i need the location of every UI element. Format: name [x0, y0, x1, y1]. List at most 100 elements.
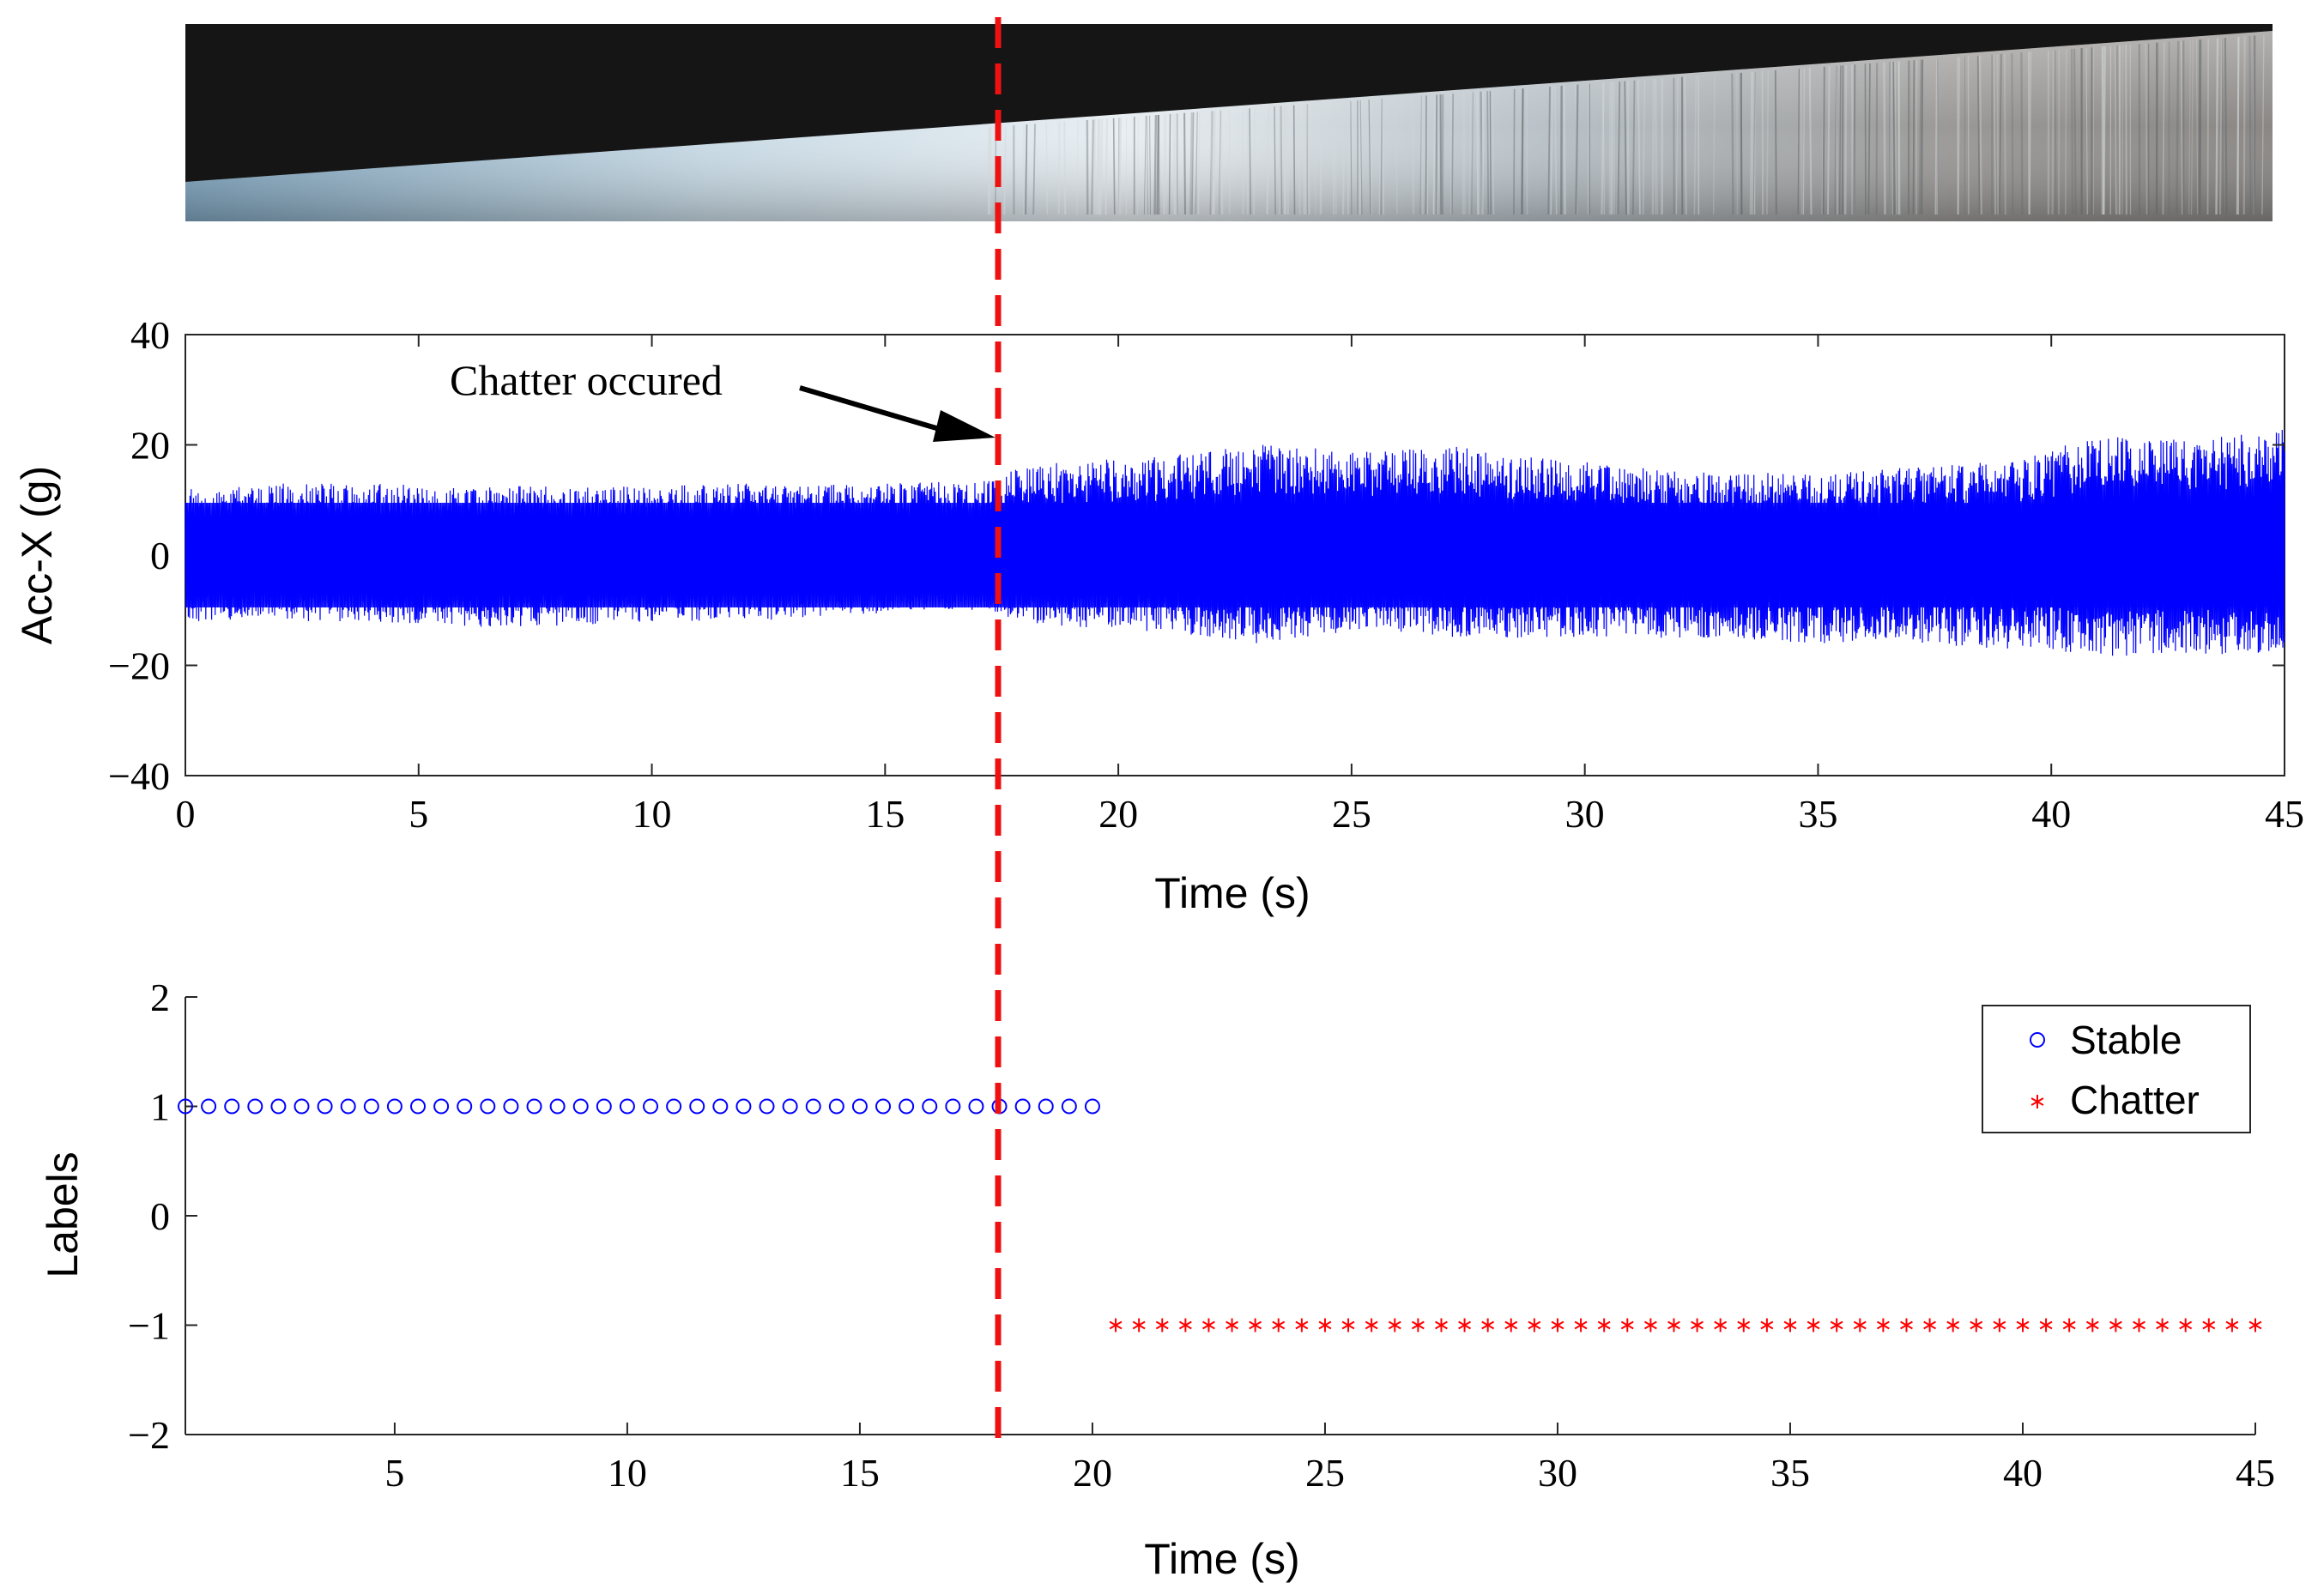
chatter-point: [1504, 1318, 1518, 1332]
chatter-point: [1946, 1318, 1960, 1332]
stable-point: [178, 1098, 193, 1115]
y-tick-label-2: 2: [150, 976, 170, 1019]
y-axis-label-2: Labels: [39, 1151, 87, 1278]
stable-point: [270, 1098, 287, 1115]
chatter-point: [1249, 1318, 1262, 1332]
chatter-point: [2039, 1318, 2053, 1332]
labels-chart: 5 10 15 20 25 30 35 40 45 210−1−2 Time (s) Label…: [39, 976, 2275, 1583]
x-tick-label-2: 15: [840, 1451, 880, 1495]
chatter-point: [1155, 1318, 1169, 1332]
chatter-point: [1783, 1318, 1797, 1332]
stable-point: [922, 1098, 938, 1115]
chatter-point: [2062, 1318, 2076, 1332]
x-tick-label-1: 15: [865, 792, 905, 836]
stable-point: [851, 1098, 868, 1115]
chatter-point: [1411, 1318, 1425, 1332]
y-tick-label-2: 1: [150, 1085, 170, 1129]
chatter-point: [1226, 1318, 1238, 1332]
chatter-point: [1574, 1318, 1588, 1332]
y-tick-label-1: 40: [130, 313, 170, 357]
chatter-point: [1714, 1318, 1728, 1332]
y-tick-label-1: −40: [108, 754, 170, 798]
legend-stable-label: Stable: [2070, 1018, 2182, 1062]
x-tick-label-2: 5: [384, 1451, 404, 1495]
chatter-point: [1691, 1318, 1704, 1332]
chatter-point: [1597, 1318, 1611, 1332]
chatter-point: [1435, 1318, 1448, 1332]
stable-point: [1014, 1098, 1031, 1115]
x-tick-label-1: 30: [1565, 792, 1605, 836]
legend-stable-marker: [2030, 1032, 2045, 1048]
legend-chatter-label: Chatter: [2070, 1078, 2200, 1122]
x-tick-label-2: 20: [1073, 1451, 1112, 1495]
stable-point: [759, 1098, 775, 1115]
stable-point: [549, 1098, 566, 1115]
legend: Stable Chatter: [1982, 1005, 2251, 1133]
stable-point: [945, 1098, 961, 1115]
stable-markers: [178, 1098, 1100, 1115]
y-axis-label-1: Acc-X (g): [13, 466, 61, 644]
chatter-point: [1923, 1318, 1937, 1332]
chatter-point: [1365, 1318, 1378, 1332]
acceleration-signal: [185, 429, 2285, 656]
chatter-point: [1830, 1318, 1843, 1332]
y-tick-label-1: 20: [130, 424, 170, 468]
chatter-point: [2109, 1318, 2122, 1332]
stable-point: [805, 1098, 821, 1115]
chatter-point: [1737, 1318, 1751, 1332]
x-tick-label-2: 10: [608, 1451, 647, 1495]
x-tick-label-1: 5: [409, 792, 428, 836]
chatter-point: [1388, 1318, 1401, 1332]
x-axis-label-1: Time (s): [1154, 869, 1310, 917]
chatter-point: [1760, 1318, 1774, 1332]
chatter-annotation: Chatter occured: [450, 356, 996, 442]
stable-point: [294, 1098, 310, 1115]
chatter-point: [1341, 1318, 1355, 1332]
stable-point: [735, 1098, 752, 1115]
stable-point: [875, 1098, 892, 1115]
chatter-point: [1643, 1318, 1657, 1332]
chatter-point: [1667, 1318, 1680, 1332]
chatter-point: [1876, 1318, 1890, 1332]
stable-point: [480, 1098, 496, 1115]
chatter-point: [1853, 1318, 1867, 1332]
chatter-point: [1295, 1318, 1309, 1332]
stable-point: [596, 1098, 612, 1115]
stable-point: [1061, 1098, 1077, 1115]
chatter-point: [1178, 1318, 1192, 1332]
stable-point: [619, 1098, 635, 1115]
legend-chatter-marker: [2030, 1095, 2044, 1109]
x-tick-label-2: 45: [2236, 1451, 2275, 1495]
stable-point: [689, 1098, 705, 1115]
y-tick-label-2: 0: [150, 1194, 170, 1238]
x-tick-label-1: 20: [1098, 792, 1138, 836]
x-tick-label-1: 40: [2031, 792, 2071, 836]
stable-point: [363, 1098, 379, 1115]
stable-point: [201, 1098, 217, 1115]
chatter-point: [1993, 1318, 2006, 1332]
stable-point: [340, 1098, 356, 1115]
x-tick-label-2: 25: [1305, 1451, 1345, 1495]
chatter-point: [2248, 1318, 2262, 1332]
x-tick-label-2: 30: [1538, 1451, 1577, 1495]
stable-point: [1038, 1098, 1054, 1115]
workpiece-photo: [185, 24, 2273, 221]
stable-point: [899, 1098, 915, 1115]
stable-point: [828, 1098, 844, 1115]
chatter-point: [1109, 1318, 1123, 1332]
chatter-point: [1202, 1318, 1215, 1332]
chatter-point: [2156, 1318, 2170, 1332]
chatter-point: [1458, 1318, 1471, 1332]
x-tick-label-1: 45: [2265, 792, 2304, 836]
chatter-point: [1620, 1318, 1634, 1332]
chatter-point: [1528, 1318, 1541, 1332]
x-tick-label-2: 40: [2003, 1451, 2043, 1495]
chatter-point: [1481, 1318, 1495, 1332]
acceleration-signal-core: [185, 502, 2285, 608]
legend-box: [1982, 1005, 2251, 1133]
x-tick-label-1: 10: [632, 792, 672, 836]
chatter-markers: [1109, 1318, 2262, 1332]
stable-point: [433, 1098, 450, 1115]
